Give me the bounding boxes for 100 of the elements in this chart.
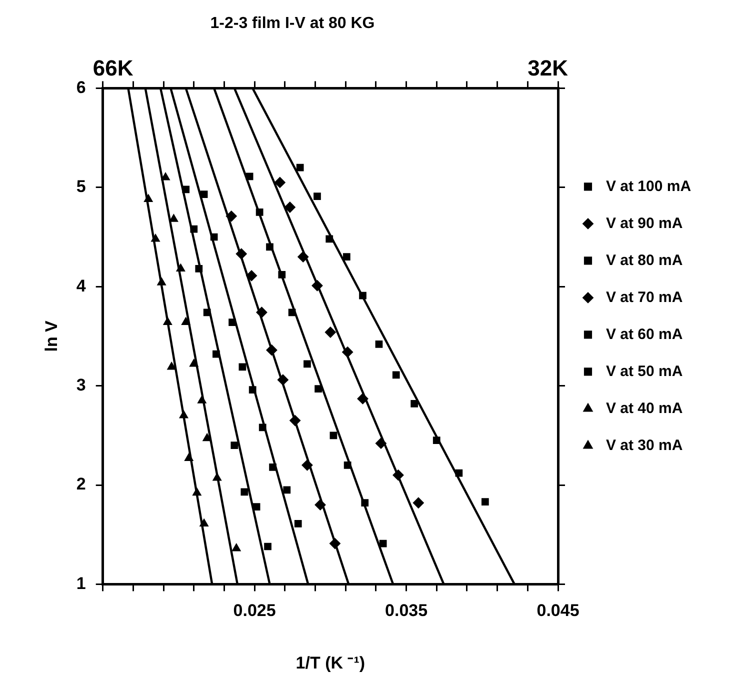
point xyxy=(412,497,424,508)
point xyxy=(240,488,248,496)
point xyxy=(212,350,220,358)
point xyxy=(375,340,383,348)
point xyxy=(296,164,304,172)
x-axis-title: 1/T (K ⁻¹) xyxy=(296,653,366,672)
point xyxy=(314,385,322,392)
x-tick-label: 0.035 xyxy=(385,601,428,620)
y-tick-label: 5 xyxy=(76,177,86,196)
point xyxy=(361,499,369,507)
point xyxy=(290,415,301,426)
point xyxy=(190,225,198,233)
point xyxy=(195,265,203,272)
point xyxy=(298,251,309,262)
point xyxy=(294,520,302,528)
point xyxy=(198,396,206,404)
point xyxy=(189,358,198,367)
point xyxy=(326,235,334,243)
point xyxy=(246,172,254,180)
point xyxy=(274,176,286,188)
y-tick-label: 6 xyxy=(76,78,86,97)
point xyxy=(357,393,368,404)
y-tick-label: 1 xyxy=(76,574,86,593)
point xyxy=(200,518,208,526)
point xyxy=(230,442,238,449)
point xyxy=(392,371,400,379)
text: 66K xyxy=(92,55,134,80)
point xyxy=(266,344,278,356)
point xyxy=(232,543,241,552)
point xyxy=(314,499,326,510)
point xyxy=(277,374,288,386)
point xyxy=(238,363,246,371)
point xyxy=(324,326,336,338)
point xyxy=(302,460,313,471)
point xyxy=(212,473,222,481)
point xyxy=(304,360,311,368)
legend-label: V at 60 mA xyxy=(606,326,683,343)
legend-label: V at 50 mA xyxy=(606,362,683,380)
point xyxy=(169,214,178,222)
point xyxy=(359,292,366,300)
point xyxy=(252,503,260,511)
legend-label: V at 100 mA xyxy=(606,178,692,195)
point xyxy=(202,433,212,442)
point xyxy=(181,317,190,326)
text: 32K xyxy=(528,55,568,80)
point xyxy=(200,190,208,198)
point xyxy=(342,253,350,261)
point xyxy=(269,463,276,471)
point xyxy=(192,488,202,496)
x-tick-label: 0.045 xyxy=(536,601,580,620)
point xyxy=(144,194,153,202)
point xyxy=(330,432,338,440)
x-tick-label: 0.025 xyxy=(233,601,276,620)
point xyxy=(375,438,386,449)
point xyxy=(264,542,272,550)
point xyxy=(410,400,418,408)
point xyxy=(342,346,354,358)
point xyxy=(210,233,218,241)
point xyxy=(283,486,291,494)
point xyxy=(432,436,440,444)
point xyxy=(246,270,258,282)
point xyxy=(288,308,296,316)
point xyxy=(284,202,296,213)
legend-label: V at 90 mA xyxy=(606,214,683,232)
point xyxy=(151,234,160,242)
point xyxy=(184,453,194,461)
point xyxy=(314,192,321,200)
point xyxy=(344,461,352,469)
point xyxy=(182,186,190,194)
legend-label: V at 80 mA xyxy=(606,252,683,269)
point xyxy=(256,306,268,318)
point xyxy=(329,538,340,550)
point xyxy=(258,424,266,432)
point xyxy=(163,317,172,326)
point xyxy=(226,210,237,222)
legend-label: V at 70 mA xyxy=(606,288,683,306)
legend-label: V at 30 mA xyxy=(606,436,683,454)
y-tick-label: 2 xyxy=(76,474,86,494)
point xyxy=(203,308,211,316)
legend-label: V at 40 mA xyxy=(606,400,683,417)
chart-title: 1-2-3 film I-V at 80 KG xyxy=(210,15,375,32)
y-axis-title: ln V xyxy=(42,320,61,352)
point xyxy=(157,278,166,286)
point xyxy=(236,248,247,260)
point xyxy=(248,386,256,394)
point xyxy=(161,172,170,180)
point xyxy=(228,318,236,326)
point xyxy=(266,243,274,251)
y-tick-label: 4 xyxy=(76,276,86,296)
point xyxy=(312,280,323,292)
point xyxy=(167,362,176,370)
point xyxy=(179,410,188,418)
point xyxy=(256,208,264,216)
point xyxy=(278,271,286,278)
point xyxy=(455,469,463,477)
y-tick-label: 3 xyxy=(76,375,86,394)
point xyxy=(481,498,489,506)
point xyxy=(392,470,404,481)
point xyxy=(176,264,186,272)
point xyxy=(379,540,387,548)
